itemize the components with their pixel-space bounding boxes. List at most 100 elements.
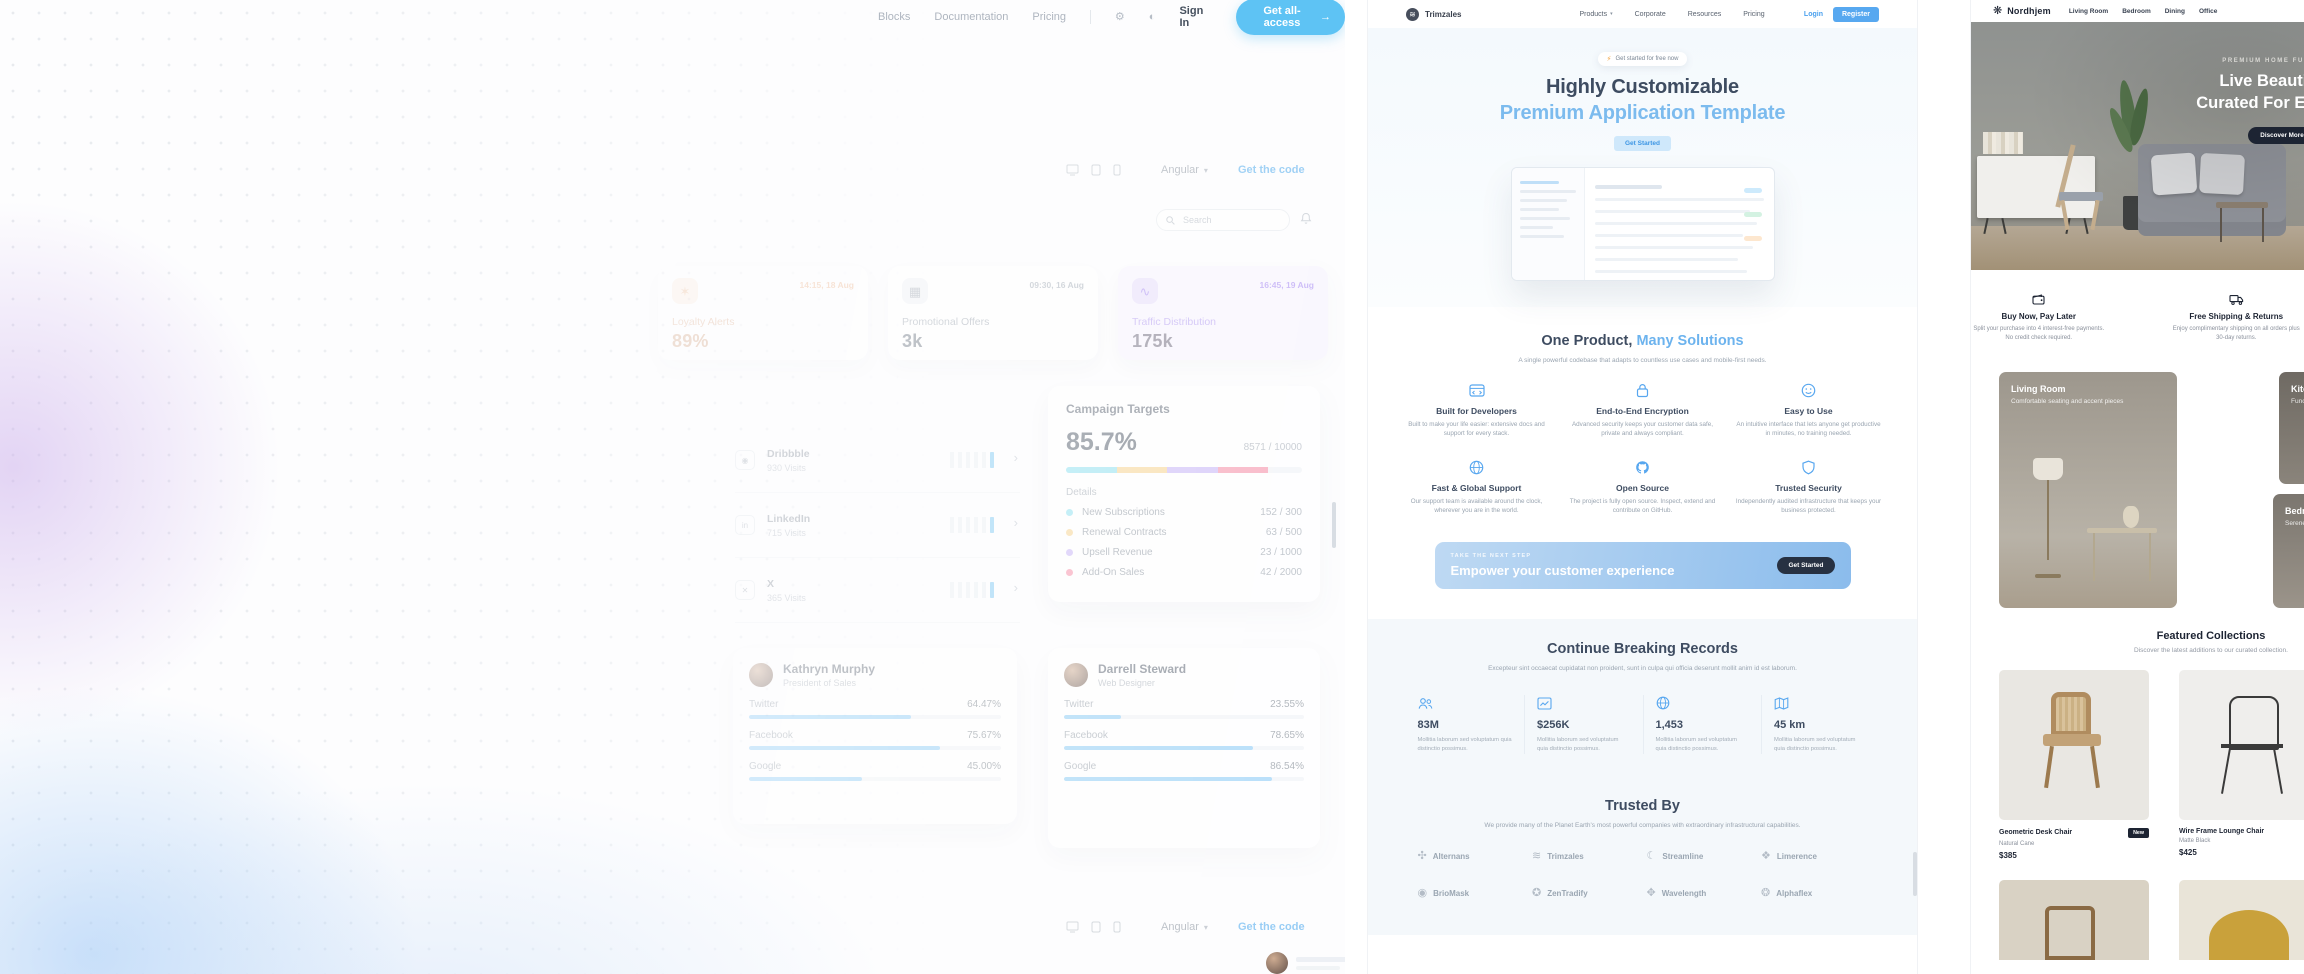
- product-image[interactable]: [2179, 879, 2304, 960]
- feature-open-source: Open Source The project is fully open so…: [1564, 459, 1722, 516]
- stat-card[interactable]: ✶ 14:15, 18 Aug Loyalty Alerts 89%: [658, 266, 868, 360]
- nav-item-corporate[interactable]: Corporate: [1634, 10, 1666, 18]
- decor: [2138, 144, 2286, 236]
- feature-easy-to-use: Easy to Use An intuitive interface that …: [1730, 382, 1888, 439]
- category-card-bedroom[interactable]: Bedroom Serene pieces for restful nights: [2273, 493, 2304, 608]
- get-started-button[interactable]: Get Started: [1613, 136, 1672, 152]
- feature-desc: Our support team is available around the…: [1410, 497, 1543, 515]
- brand-logo[interactable]: ≋ Trimzales: [1406, 7, 1461, 21]
- channel-row[interactable]: in LinkedIn 715 Visits ›: [735, 493, 1020, 558]
- trusted-subtitle: We provide many of the Planet Earth's mo…: [1484, 822, 1801, 830]
- get-all-access-label: Get all-access: [1263, 5, 1301, 29]
- channel-row[interactable]: ◉ Dribbble 930 Visits ›: [735, 428, 1020, 493]
- search-input[interactable]: [1181, 214, 1265, 226]
- progress-segment: [1116, 467, 1168, 473]
- nav-item-resources[interactable]: Resources: [1687, 10, 1722, 18]
- feature-trusted-security: Trusted Security Independently audited i…: [1730, 459, 1888, 516]
- chevron-right-icon[interactable]: ›: [1013, 515, 1018, 530]
- avatar: [1064, 663, 1088, 687]
- stat-card[interactable]: ∿ 16:45, 19 Aug Traffic Distribution 175…: [1118, 266, 1328, 360]
- product-card-geometric-desk-chair[interactable]: Geometric Desk Chair New Natural Cane $3…: [1999, 669, 2149, 860]
- progress-segment: [1218, 467, 1269, 473]
- nav-item-living-room[interactable]: Living Room: [2068, 7, 2109, 15]
- store-header: ❋ Nordhjem Living Room Bedroom Dining Of…: [1971, 0, 2304, 22]
- nav-item-products[interactable]: Products ▾: [1579, 10, 1613, 18]
- theme-toggle-icon[interactable]: ◐: [1148, 10, 1156, 23]
- stat-card-row: ✶ 14:15, 18 Aug Loyalty Alerts 89% ▦ 09:…: [658, 266, 1328, 360]
- app-screenshot-preview: [1510, 167, 1775, 282]
- store-nav: Living Room Bedroom Dining Office: [2069, 8, 2218, 15]
- stat-revenue: $256K Mollitia laborum sed voluptatum qu…: [1524, 695, 1643, 755]
- get-the-code-link[interactable]: Get the code: [1237, 164, 1305, 176]
- scrollbar[interactable]: [1332, 502, 1336, 548]
- get-all-access-button[interactable]: Get all-access →: [1236, 0, 1345, 35]
- mini-bar-chart: [950, 452, 994, 468]
- category-card-living-room[interactable]: Living Room Comfortable seating and acce…: [1999, 371, 2177, 608]
- sign-in-link[interactable]: Sign In: [1179, 5, 1204, 29]
- tablet-icon[interactable]: [1091, 164, 1101, 176]
- app-preview-content: [1585, 168, 1774, 280]
- decor: [2209, 909, 2289, 960]
- product-price: $425: [2179, 847, 2197, 857]
- campaign-detail-row: Renewal Contracts 63 / 500: [1066, 527, 1302, 538]
- chevron-right-icon[interactable]: ›: [1013, 580, 1018, 595]
- category-photo: [1999, 371, 2177, 608]
- wallet-icon: [1971, 292, 2107, 306]
- progress-track: [749, 777, 1001, 781]
- bolt-icon: ⚡: [1606, 56, 1612, 63]
- framework-dropdown[interactable]: Angular ▾: [1161, 921, 1208, 933]
- campaign-detail-row: Upsell Revenue 23 / 1000: [1066, 547, 1302, 558]
- hero-photo: PREMIUM HOME FURNITURE Live Beautifully,…: [1971, 22, 2304, 270]
- chart-icon: [1537, 695, 1631, 711]
- hero-eyebrow: PREMIUM HOME FURNITURE: [2222, 58, 2304, 64]
- nav-item-office[interactable]: Office: [2198, 7, 2218, 15]
- login-link[interactable]: Login: [1803, 10, 1823, 18]
- get-the-code-link[interactable]: Get the code: [1237, 921, 1305, 933]
- decor: [2043, 733, 2101, 746]
- client-logo-icon: ✣: [1417, 850, 1427, 863]
- desktop-icon[interactable]: [1066, 921, 1079, 933]
- nav-link-blocks[interactable]: Blocks: [878, 11, 911, 23]
- mobile-icon[interactable]: [1113, 164, 1121, 176]
- chevron-right-icon[interactable]: ›: [1013, 450, 1018, 465]
- stat-card[interactable]: ▦ 09:30, 16 Aug Promotional Offers 3k: [888, 266, 1098, 360]
- nav-item-pricing[interactable]: Pricing: [1743, 10, 1765, 18]
- decor: [2045, 905, 2095, 960]
- tablet-icon[interactable]: [1091, 921, 1101, 933]
- banner-get-started-button[interactable]: Get Started: [1777, 556, 1835, 574]
- scrollbar[interactable]: [1913, 852, 1917, 896]
- truck-icon: [2169, 292, 2304, 306]
- nav-item-dining[interactable]: Dining: [2164, 7, 2185, 15]
- campaign-detail-row: Add-On Sales 42 / 2000: [1066, 567, 1302, 578]
- stat-value: 45 km: [1774, 719, 1806, 732]
- legend-dot: [1066, 549, 1073, 556]
- nav-link-pricing[interactable]: Pricing: [1032, 11, 1067, 23]
- settings-icon[interactable]: ⚙: [1114, 10, 1125, 23]
- product-image[interactable]: [1999, 879, 2149, 960]
- bell-icon[interactable]: [1300, 212, 1312, 225]
- nav-link-documentation[interactable]: Documentation: [934, 11, 1009, 23]
- store-brand-logo[interactable]: ❋ Nordhjem: [1993, 5, 2051, 17]
- desktop-icon[interactable]: [1066, 164, 1079, 176]
- nav-item-bedroom[interactable]: Bedroom: [2122, 7, 2151, 15]
- channel-percent: 23.55%: [1270, 699, 1304, 710]
- client-logo-name: Limerence: [1776, 852, 1817, 862]
- hero-badge[interactable]: ⚡ Get started for free now: [1597, 52, 1688, 66]
- register-button[interactable]: Register: [1832, 6, 1879, 22]
- discover-more-button[interactable]: Discover More: [2248, 126, 2304, 144]
- campaign-progress-bar: [1066, 467, 1302, 473]
- campaign-detail-label: Renewal Contracts: [1082, 527, 1167, 538]
- store-page-panel: ❋ Nordhjem Living Room Bedroom Dining Of…: [1970, 0, 2304, 974]
- channel-row[interactable]: ✕ X 365 Visits ›: [735, 558, 1020, 623]
- mobile-icon[interactable]: [1113, 921, 1121, 933]
- client-logo-icon: ☾: [1646, 850, 1657, 863]
- progress-fill: [1064, 715, 1121, 719]
- value-free-shipping: Free Shipping & Returns Enjoy compliment…: [2169, 292, 2304, 344]
- category-card-kitchen[interactable]: Kitchen Functional essentials for the ho…: [2279, 371, 2304, 484]
- channel-name: X: [767, 577, 775, 590]
- category-desc: Functional essentials for the home: [2291, 397, 2304, 405]
- search-bar[interactable]: [1156, 209, 1290, 231]
- framework-dropdown[interactable]: Angular ▾: [1161, 164, 1208, 176]
- product-card-wire-frame-lounge-chair[interactable]: Wire Frame Lounge Chair Matte Black $425: [2179, 669, 2304, 860]
- legend-dot: [1066, 569, 1073, 576]
